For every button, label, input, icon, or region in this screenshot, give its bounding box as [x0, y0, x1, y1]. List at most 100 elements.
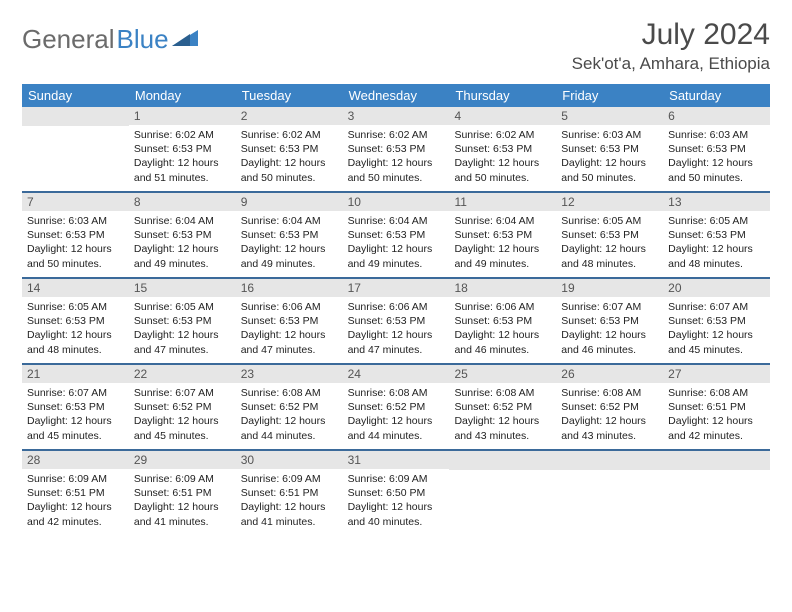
day-cell: 22Sunrise: 6:07 AMSunset: 6:52 PMDayligh… — [129, 365, 236, 449]
day-number: 23 — [236, 365, 343, 383]
day-number: 12 — [556, 193, 663, 211]
sunset-line: Sunset: 6:51 PM — [668, 400, 765, 414]
day-cell: 29Sunrise: 6:09 AMSunset: 6:51 PMDayligh… — [129, 451, 236, 537]
day-cell: 23Sunrise: 6:08 AMSunset: 6:52 PMDayligh… — [236, 365, 343, 449]
day-number: 24 — [343, 365, 450, 383]
day-body: Sunrise: 6:05 AMSunset: 6:53 PMDaylight:… — [129, 297, 236, 362]
sunrise-line: Sunrise: 6:05 AM — [27, 300, 124, 314]
logo-text-gray: General — [22, 24, 115, 55]
sunset-line: Sunset: 6:52 PM — [561, 400, 658, 414]
day-body: Sunrise: 6:08 AMSunset: 6:52 PMDaylight:… — [449, 383, 556, 448]
daylight-line: Daylight: 12 hours and 50 minutes. — [668, 156, 765, 184]
sunrise-line: Sunrise: 6:07 AM — [134, 386, 231, 400]
day-number: 20 — [663, 279, 770, 297]
sunrise-line: Sunrise: 6:07 AM — [668, 300, 765, 314]
sunset-line: Sunset: 6:53 PM — [241, 142, 338, 156]
day-body: Sunrise: 6:02 AMSunset: 6:53 PMDaylight:… — [343, 125, 450, 190]
sunset-line: Sunset: 6:52 PM — [134, 400, 231, 414]
day-cell — [556, 451, 663, 537]
day-number: 6 — [663, 107, 770, 125]
sunset-line: Sunset: 6:53 PM — [134, 142, 231, 156]
weekday-header: Thursday — [449, 84, 556, 107]
day-cell: 27Sunrise: 6:08 AMSunset: 6:51 PMDayligh… — [663, 365, 770, 449]
day-number: 31 — [343, 451, 450, 469]
day-number: 15 — [129, 279, 236, 297]
title-block: July 2024 Sek'ot'a, Amhara, Ethiopia — [572, 18, 770, 74]
daylight-line: Daylight: 12 hours and 47 minutes. — [348, 328, 445, 356]
day-number: 17 — [343, 279, 450, 297]
sunrise-line: Sunrise: 6:02 AM — [241, 128, 338, 142]
weekday-header: Saturday — [663, 84, 770, 107]
day-cell: 24Sunrise: 6:08 AMSunset: 6:52 PMDayligh… — [343, 365, 450, 449]
day-cell: 10Sunrise: 6:04 AMSunset: 6:53 PMDayligh… — [343, 193, 450, 277]
sunset-line: Sunset: 6:53 PM — [668, 314, 765, 328]
day-number: 5 — [556, 107, 663, 125]
daylight-line: Daylight: 12 hours and 45 minutes. — [27, 414, 124, 442]
sunset-line: Sunset: 6:50 PM — [348, 486, 445, 500]
location: Sek'ot'a, Amhara, Ethiopia — [572, 54, 770, 74]
day-body: Sunrise: 6:08 AMSunset: 6:51 PMDaylight:… — [663, 383, 770, 448]
day-cell: 19Sunrise: 6:07 AMSunset: 6:53 PMDayligh… — [556, 279, 663, 363]
sunset-line: Sunset: 6:53 PM — [241, 314, 338, 328]
day-cell: 15Sunrise: 6:05 AMSunset: 6:53 PMDayligh… — [129, 279, 236, 363]
day-cell: 28Sunrise: 6:09 AMSunset: 6:51 PMDayligh… — [22, 451, 129, 537]
logo: General Blue — [22, 18, 198, 55]
daylight-line: Daylight: 12 hours and 49 minutes. — [241, 242, 338, 270]
daylight-line: Daylight: 12 hours and 51 minutes. — [134, 156, 231, 184]
sunrise-line: Sunrise: 6:06 AM — [454, 300, 551, 314]
daylight-line: Daylight: 12 hours and 50 minutes. — [454, 156, 551, 184]
weekday-header: Tuesday — [236, 84, 343, 107]
day-cell — [449, 451, 556, 537]
day-number: 29 — [129, 451, 236, 469]
header-row: General Blue July 2024 Sek'ot'a, Amhara,… — [22, 18, 770, 74]
calendar-grid: SundayMondayTuesdayWednesdayThursdayFrid… — [22, 84, 770, 537]
sunset-line: Sunset: 6:51 PM — [241, 486, 338, 500]
day-body: Sunrise: 6:02 AMSunset: 6:53 PMDaylight:… — [129, 125, 236, 190]
day-cell: 31 Sunrise: 6:09 AMSunset: 6:50 PMDayligh… — [343, 451, 450, 537]
day-cell: 4Sunrise: 6:02 AMSunset: 6:53 PMDaylight… — [449, 107, 556, 191]
sunset-line: Sunset: 6:53 PM — [454, 228, 551, 242]
sunrise-line: Sunrise: 6:02 AM — [454, 128, 551, 142]
daylight-line: Daylight: 12 hours and 47 minutes. — [241, 328, 338, 356]
sunrise-line: Sunrise: 6:08 AM — [561, 386, 658, 400]
day-number: 14 — [22, 279, 129, 297]
daylight-line: Daylight: 12 hours and 46 minutes. — [454, 328, 551, 356]
sunset-line: Sunset: 6:53 PM — [27, 400, 124, 414]
sunrise-line: Sunrise: 6:04 AM — [348, 214, 445, 228]
daylight-line: Daylight: 12 hours and 47 minutes. — [134, 328, 231, 356]
empty-day-bar — [22, 107, 129, 126]
daylight-line: Daylight: 12 hours and 40 minutes. — [348, 500, 445, 528]
sunrise-line: Sunrise: 6:08 AM — [454, 386, 551, 400]
day-body: Sunrise: 6:09 AMSunset: 6:51 PMDaylight:… — [129, 469, 236, 534]
day-body: Sunrise: 6:07 AMSunset: 6:52 PMDaylight:… — [129, 383, 236, 448]
day-cell: 7Sunrise: 6:03 AMSunset: 6:53 PMDaylight… — [22, 193, 129, 277]
empty-day-bar — [663, 451, 770, 470]
day-number: 13 — [663, 193, 770, 211]
day-number: 22 — [129, 365, 236, 383]
daylight-line: Daylight: 12 hours and 42 minutes. — [27, 500, 124, 528]
sunrise-line: Sunrise: 6:07 AM — [561, 300, 658, 314]
daylight-line: Daylight: 12 hours and 48 minutes. — [561, 242, 658, 270]
sunset-line: Sunset: 6:51 PM — [134, 486, 231, 500]
sunrise-line: Sunrise: 6:06 AM — [241, 300, 338, 314]
week-row: 7Sunrise: 6:03 AMSunset: 6:53 PMDaylight… — [22, 193, 770, 279]
week-row: 14Sunrise: 6:05 AMSunset: 6:53 PMDayligh… — [22, 279, 770, 365]
sunset-line: Sunset: 6:53 PM — [561, 142, 658, 156]
sunrise-line: Sunrise: 6:06 AM — [348, 300, 445, 314]
sunset-line: Sunset: 6:53 PM — [134, 228, 231, 242]
day-number: 25 — [449, 365, 556, 383]
day-cell: 2Sunrise: 6:02 AMSunset: 6:53 PMDaylight… — [236, 107, 343, 191]
sunrise-line: Sunrise: 6:09 AM — [348, 472, 445, 486]
sunset-line: Sunset: 6:53 PM — [454, 314, 551, 328]
sunrise-line: Sunrise: 6:09 AM — [241, 472, 338, 486]
day-number: 7 — [22, 193, 129, 211]
day-cell: 1Sunrise: 6:02 AMSunset: 6:53 PMDaylight… — [129, 107, 236, 191]
sunrise-line: Sunrise: 6:02 AM — [348, 128, 445, 142]
day-cell: 30Sunrise: 6:09 AMSunset: 6:51 PMDayligh… — [236, 451, 343, 537]
empty-day-bar — [556, 451, 663, 470]
sunrise-line: Sunrise: 6:02 AM — [134, 128, 231, 142]
day-cell: 14Sunrise: 6:05 AMSunset: 6:53 PMDayligh… — [22, 279, 129, 363]
sunrise-line: Sunrise: 6:09 AM — [134, 472, 231, 486]
day-number: 16 — [236, 279, 343, 297]
sunrise-line: Sunrise: 6:05 AM — [134, 300, 231, 314]
